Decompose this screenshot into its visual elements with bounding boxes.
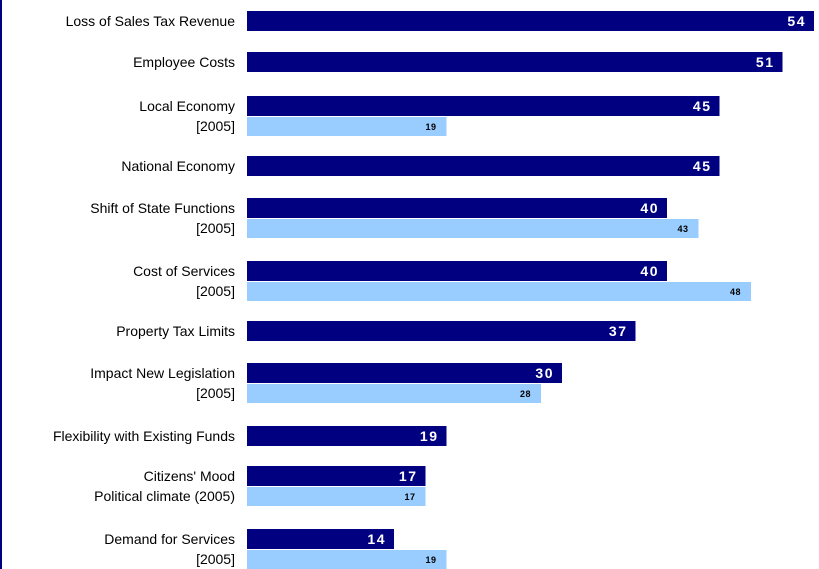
bar-primary	[247, 363, 562, 383]
bar-group: Shift of State Functions 40 [2005] 43	[90, 198, 699, 238]
category-sub-label: [2005]	[196, 551, 235, 567]
data-label-primary: 30	[535, 365, 554, 381]
category-label: Loss of Sales Tax Revenue	[66, 13, 236, 29]
category-label: National Economy	[121, 158, 235, 174]
bars-layer: Loss of Sales Tax Revenue 54 Employee Cost…	[53, 11, 814, 569]
data-label-primary: 19	[420, 428, 439, 444]
bar-primary	[247, 321, 636, 341]
bar-2005	[247, 219, 699, 238]
bar-2005	[247, 384, 541, 403]
category-label: Property Tax Limits	[116, 323, 235, 339]
data-label-2005: 28	[520, 389, 531, 399]
data-label-primary: 17	[399, 468, 418, 484]
category-label: Demand for Services	[104, 531, 235, 547]
category-label: Local Economy	[139, 98, 235, 114]
bar-group: Flexibility with Existing Funds 19	[53, 426, 447, 446]
bar-group: Local Economy 45 [2005] 19	[139, 96, 720, 136]
data-label-2005: 19	[425, 555, 436, 565]
bar-primary	[247, 466, 426, 486]
bar-primary	[247, 261, 667, 281]
category-label: Citizens' Mood	[144, 468, 235, 484]
bar-2005	[247, 550, 447, 569]
bar-group: Impact New Legislation 30 [2005] 28	[90, 363, 562, 403]
bar-2005	[247, 117, 447, 136]
bar-primary	[247, 198, 667, 218]
category-label: Employee Costs	[133, 54, 235, 70]
data-label-primary: 40	[640, 200, 659, 216]
data-label-primary: 37	[609, 323, 628, 339]
category-sub-label: [2005]	[196, 283, 235, 299]
category-label: Shift of State Functions	[90, 200, 235, 216]
bar-group: Property Tax Limits 37	[116, 321, 636, 341]
bar-primary	[247, 156, 720, 176]
bar-group: Citizens' Mood 17 Political climate (2005)…	[94, 466, 426, 506]
bar-primary	[247, 426, 447, 446]
bar-primary	[247, 96, 720, 116]
data-label-primary: 45	[693, 98, 712, 114]
bar-group: Cost of Services 40 [2005] 48	[133, 261, 751, 301]
data-label-2005: 19	[425, 122, 436, 132]
data-label-primary: 54	[787, 13, 806, 29]
data-label-primary: 45	[693, 158, 712, 174]
bar-2005	[247, 282, 751, 301]
category-sub-label: [2005]	[196, 220, 235, 236]
data-label-2005: 43	[677, 224, 688, 234]
bar-primary	[247, 52, 783, 72]
bar-primary	[247, 11, 814, 31]
category-sub-label: Political climate (2005)	[94, 488, 235, 504]
category-label: Flexibility with Existing Funds	[53, 428, 235, 444]
category-label: Impact New Legislation	[90, 365, 235, 381]
data-label-primary: 40	[640, 263, 659, 279]
bar-2005	[247, 487, 426, 506]
bar-group: Demand for Services 14 [2005] 19	[104, 529, 447, 569]
bar-group: Employee Costs 51	[133, 52, 783, 72]
category-sub-label: [2005]	[196, 118, 235, 134]
category-label: Cost of Services	[133, 263, 235, 279]
bar-group: National Economy 45	[121, 156, 720, 176]
bar-primary	[247, 529, 394, 549]
data-label-primary: 14	[367, 531, 386, 547]
data-label-2005: 48	[730, 287, 741, 297]
category-sub-label: [2005]	[196, 385, 235, 401]
data-label-2005: 17	[404, 492, 415, 502]
bar-group: Loss of Sales Tax Revenue 54	[66, 11, 814, 31]
data-label-primary: 51	[756, 54, 775, 70]
